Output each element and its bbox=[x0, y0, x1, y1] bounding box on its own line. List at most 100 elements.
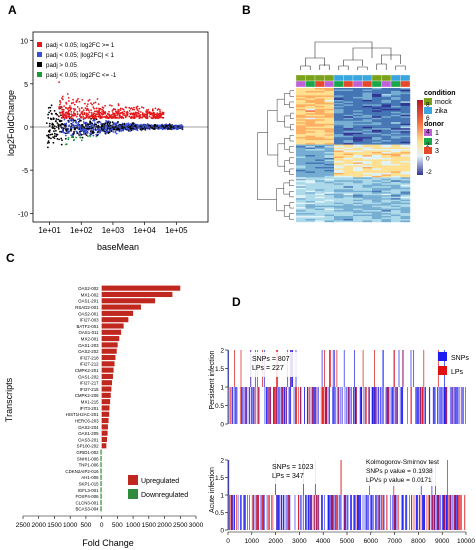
heatmap-cell bbox=[296, 201, 306, 203]
ma-point bbox=[59, 120, 62, 123]
heatmap-cell bbox=[362, 193, 373, 196]
heatmap-cell bbox=[400, 108, 411, 111]
heatmap-cell bbox=[381, 138, 392, 141]
heatmap-cell bbox=[362, 102, 373, 105]
heatmap-cell bbox=[353, 147, 363, 150]
heatmap-cell bbox=[296, 152, 306, 154]
heatmap-cell bbox=[391, 199, 401, 202]
heatmap-cell bbox=[296, 193, 306, 196]
ma-point bbox=[87, 135, 89, 138]
heatmap-cell bbox=[305, 143, 316, 145]
fc-x-tick-label: 3000 bbox=[189, 522, 204, 529]
heatmap-cell bbox=[315, 204, 325, 206]
heatmap-cell bbox=[381, 90, 392, 93]
transcript-label: OAS1-203 bbox=[78, 343, 99, 348]
heatmap-cell bbox=[372, 199, 382, 202]
heatmap-cell bbox=[400, 129, 411, 132]
heatmap-cell bbox=[400, 141, 411, 144]
heatmap-cell bbox=[372, 207, 382, 209]
ma-point bbox=[71, 119, 74, 122]
ma-point bbox=[76, 113, 79, 116]
persistent-snps-count: SNPs = 807 bbox=[252, 356, 290, 363]
heatmap-cell bbox=[353, 152, 363, 154]
heatmap-cell bbox=[372, 208, 382, 211]
upregulated-label: Upregulated bbox=[141, 478, 179, 485]
ma-point bbox=[159, 125, 161, 127]
heatmap-cell bbox=[372, 196, 382, 199]
ma-point bbox=[117, 112, 120, 114]
heatmap-cell bbox=[343, 216, 354, 218]
heatmap-cell bbox=[343, 160, 354, 163]
heatmap-cell bbox=[334, 114, 344, 117]
heatmap-cell bbox=[372, 174, 382, 177]
lps-legend-label: LPs bbox=[451, 369, 464, 376]
heatmap-cell bbox=[343, 146, 354, 148]
dendrogram-branch bbox=[276, 188, 285, 212]
heatmap-cell bbox=[400, 202, 411, 205]
ma-point bbox=[135, 116, 137, 118]
fold-change-bar bbox=[101, 436, 107, 443]
heatmap-cell bbox=[381, 110, 392, 113]
heatmap-cell bbox=[362, 134, 373, 136]
ma-point bbox=[81, 107, 83, 109]
heatmap-cell bbox=[353, 102, 363, 105]
donor-bar-cell bbox=[295, 80, 306, 88]
ma-point bbox=[84, 133, 87, 135]
ma-point bbox=[61, 129, 64, 132]
snps-legend-label: SNPs bbox=[451, 355, 469, 362]
ma-point bbox=[85, 114, 88, 116]
heatmap-cell bbox=[334, 111, 344, 114]
ma-point bbox=[153, 116, 156, 118]
transcript-label: OAS1-202 bbox=[78, 374, 99, 379]
ma-point bbox=[161, 128, 164, 131]
heatmap-cell bbox=[334, 201, 344, 203]
heatmap-cell bbox=[353, 88, 363, 90]
heatmap-cell bbox=[315, 180, 325, 182]
heatmap-cell bbox=[343, 214, 354, 217]
heatmap-cell bbox=[334, 168, 344, 171]
heatmap-cell bbox=[372, 193, 382, 196]
heatmap-cell bbox=[305, 192, 316, 194]
heatmap-cell bbox=[334, 196, 344, 199]
heatmap-cell bbox=[296, 214, 306, 217]
ma-point bbox=[59, 101, 62, 104]
heatmap-cell bbox=[343, 93, 354, 96]
heatmap-cell bbox=[362, 180, 373, 182]
ma-point bbox=[75, 130, 78, 133]
heatmap-cell bbox=[400, 89, 411, 92]
fc-x-tick-label: 1000 bbox=[126, 522, 141, 529]
heatmap-cell bbox=[296, 102, 306, 105]
ma-point bbox=[124, 114, 127, 117]
heatmap-cell bbox=[315, 141, 325, 144]
heatmap-cell bbox=[400, 137, 411, 139]
heatmap-cell bbox=[353, 132, 363, 135]
heatmap-cell bbox=[315, 110, 325, 113]
ma-point bbox=[101, 108, 103, 111]
ma-point bbox=[67, 112, 70, 115]
donor-bar-cell bbox=[400, 80, 411, 88]
heatmap-cell bbox=[343, 172, 354, 175]
heatmap-cell bbox=[296, 174, 306, 177]
heatmap-cell bbox=[315, 99, 325, 102]
heatmap-cell bbox=[334, 205, 344, 208]
transcript-label: AH1-006 bbox=[81, 475, 99, 480]
annotation-bars bbox=[295, 74, 411, 88]
ma-point bbox=[138, 112, 140, 115]
ma-point bbox=[161, 127, 164, 129]
heatmap-cell bbox=[353, 169, 363, 172]
heatmap-cell bbox=[400, 160, 411, 163]
ma-point bbox=[125, 124, 128, 127]
condition-bar-cell bbox=[305, 74, 316, 82]
ma-legend-label: padj < 0.05; log2FC <= -1 bbox=[46, 72, 117, 79]
ma-point bbox=[86, 131, 89, 134]
heatmap-cell bbox=[305, 98, 316, 101]
heatmap-cell bbox=[400, 168, 411, 171]
heatmap-cell bbox=[305, 186, 316, 188]
fold-change-bar bbox=[100, 493, 102, 499]
ma-point bbox=[150, 113, 153, 116]
ma-point bbox=[111, 127, 113, 130]
heatmap-cell bbox=[353, 208, 363, 211]
ma-point bbox=[134, 111, 137, 114]
transcript-label: CLCN3-001 bbox=[75, 500, 99, 505]
heatmap-cell bbox=[305, 207, 316, 209]
